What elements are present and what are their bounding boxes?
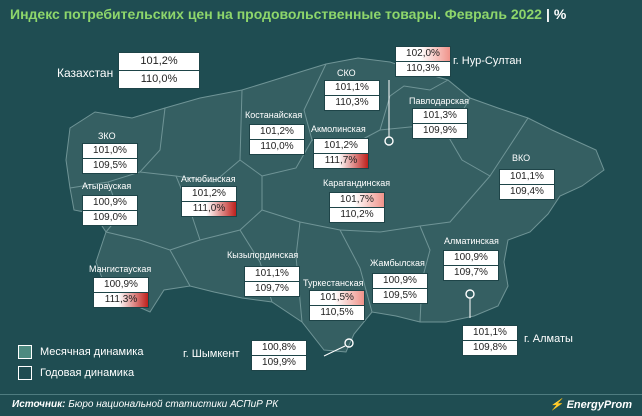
- yearly-value: 109,0%: [83, 211, 137, 225]
- yearly-value: 109,5%: [373, 289, 427, 303]
- monthly-value: 100,9%: [373, 274, 427, 289]
- monthly-value: 101,1%: [325, 81, 379, 96]
- brand-name: EnergyProm: [566, 399, 632, 411]
- yearly-value: 109,7%: [245, 282, 299, 296]
- city-box-almaty: 101,1% 109,8%: [462, 325, 518, 356]
- legend-yearly-label: Годовая динамика: [40, 366, 135, 379]
- region-box-karaganda: 101,7% 110,2%: [329, 192, 385, 223]
- region-label-kyzylorda: Кызылординская: [227, 250, 299, 260]
- yearly-value: 109,9%: [252, 356, 306, 370]
- title-text: Индекс потребительских цен на продовольс…: [10, 6, 542, 22]
- yearly-value: 110,0%: [250, 140, 304, 154]
- page-title: Индекс потребительских цен на продовольс…: [10, 6, 566, 22]
- yearly-value: 110,3%: [396, 62, 450, 76]
- region-label-turkestan: Туркестанская: [303, 278, 364, 288]
- yearly-value: 109,7%: [444, 266, 498, 280]
- region-label-vko: ВКО: [512, 153, 531, 163]
- region-box-kyzylorda: 101,1% 109,7%: [244, 266, 300, 297]
- kazakhstan-monthly-value: 101,2%: [119, 53, 199, 71]
- yearly-value: 110,5%: [310, 306, 364, 320]
- monthly-value: 100,9%: [94, 278, 148, 293]
- yearly-value: 110,3%: [325, 96, 379, 110]
- kazakhstan-yearly-value: 110,0%: [119, 71, 199, 88]
- legend-monthly: Месячная динамика: [18, 345, 143, 359]
- monthly-value: 101,1%: [500, 170, 554, 185]
- region-box-almaty-obl: 100,9% 109,7%: [443, 250, 499, 281]
- region-label-kostanay: Костанайская: [245, 110, 303, 120]
- brand-mark-icon: ⚡: [549, 399, 564, 411]
- region-label-karaganda: Карагандинская: [323, 178, 391, 188]
- monthly-value: 101,1%: [245, 267, 299, 282]
- region-label-akmola: Акмолинская: [311, 124, 366, 134]
- monthly-value: 101,2%: [182, 187, 236, 202]
- monthly-value: 101,1%: [463, 326, 517, 341]
- region-label-mangystau: Мангистауская: [89, 264, 152, 274]
- kazakhstan-label: Казахстан: [57, 66, 114, 80]
- yearly-value: 109,4%: [500, 185, 554, 199]
- title-unit: %: [553, 6, 567, 22]
- region-box-vko: 101,1% 109,4%: [499, 169, 555, 200]
- monthly-value: 100,9%: [444, 251, 498, 266]
- city-label-nur-sultan: г. Нур-Султан: [453, 55, 522, 67]
- monthly-value: 101,2%: [314, 139, 368, 154]
- source-prefix: Источник:: [12, 399, 66, 410]
- title-separator: |: [545, 6, 550, 22]
- yearly-value: 111,0%: [182, 202, 236, 216]
- region-box-atyrau: 100,9% 109,0%: [82, 195, 138, 226]
- monthly-value: 100,9%: [83, 196, 137, 211]
- region-label-zko: ЗКО: [98, 131, 116, 141]
- kazakhstan-value-box: 101,2% 110,0%: [118, 52, 200, 89]
- yearly-value: 110,2%: [330, 208, 384, 222]
- source-text: Бюро национальной статистики АСПиР РК: [68, 399, 279, 410]
- monthly-value: 101,5%: [310, 291, 364, 306]
- yearly-value: 109,5%: [83, 159, 137, 173]
- region-box-sko: 101,1% 110,3%: [324, 80, 380, 111]
- monthly-value: 100,8%: [252, 341, 306, 356]
- city-box-shymkent: 100,8% 109,9%: [251, 340, 307, 371]
- region-label-almaty-obl: Алматинская: [444, 236, 499, 246]
- yearly-value: 111,7%: [314, 154, 368, 168]
- monthly-value: 101,3%: [413, 109, 467, 124]
- city-box-nur-sultan: 102,0% 110,3%: [395, 46, 451, 77]
- region-box-turkestan: 101,5% 110,5%: [309, 290, 365, 321]
- monthly-value: 102,0%: [396, 47, 450, 62]
- monthly-value: 101,7%: [330, 193, 384, 208]
- region-label-aktobe: Актюбинская: [181, 174, 236, 184]
- yearly-value: 111,3%: [94, 293, 148, 307]
- region-box-mangystau: 100,9% 111,3%: [93, 277, 149, 308]
- yearly-value: 109,9%: [413, 124, 467, 138]
- region-box-pavlodar: 101,3% 109,9%: [412, 108, 468, 139]
- legend-monthly-label: Месячная динамика: [40, 345, 144, 358]
- region-box-aktobe: 101,2% 111,0%: [181, 186, 237, 217]
- monthly-value: 101,2%: [250, 125, 304, 140]
- region-label-atyrau: Атырауская: [82, 181, 132, 191]
- legend-monthly-swatch: [18, 345, 32, 359]
- region-box-zko: 101,0% 109,5%: [82, 143, 138, 174]
- footer: Источник: Бюро национальной статистики А…: [0, 394, 642, 416]
- legend-yearly-swatch: [18, 366, 32, 380]
- region-label-pavlodar: Павлодарская: [409, 96, 469, 106]
- city-label-almaty: г. Алматы: [524, 333, 573, 345]
- city-leader-lines: [323, 80, 471, 357]
- legend-yearly: Годовая динамика: [18, 366, 134, 380]
- region-box-kostanay: 101,2% 110,0%: [249, 124, 305, 155]
- region-box-akmola: 101,2% 111,7%: [313, 138, 369, 169]
- monthly-value: 101,0%: [83, 144, 137, 159]
- shymkent-marker: [344, 338, 354, 348]
- city-label-shymkent: г. Шымкент: [183, 348, 240, 360]
- brand-logo: ⚡ EnergyProm: [550, 398, 632, 411]
- region-label-zhambyl: Жамбылская: [370, 258, 425, 268]
- yearly-value: 109,8%: [463, 341, 517, 355]
- source-note: Источник: Бюро национальной статистики А…: [12, 399, 278, 410]
- region-box-zhambyl: 100,9% 109,5%: [372, 273, 428, 304]
- region-label-sko: СКО: [337, 68, 356, 78]
